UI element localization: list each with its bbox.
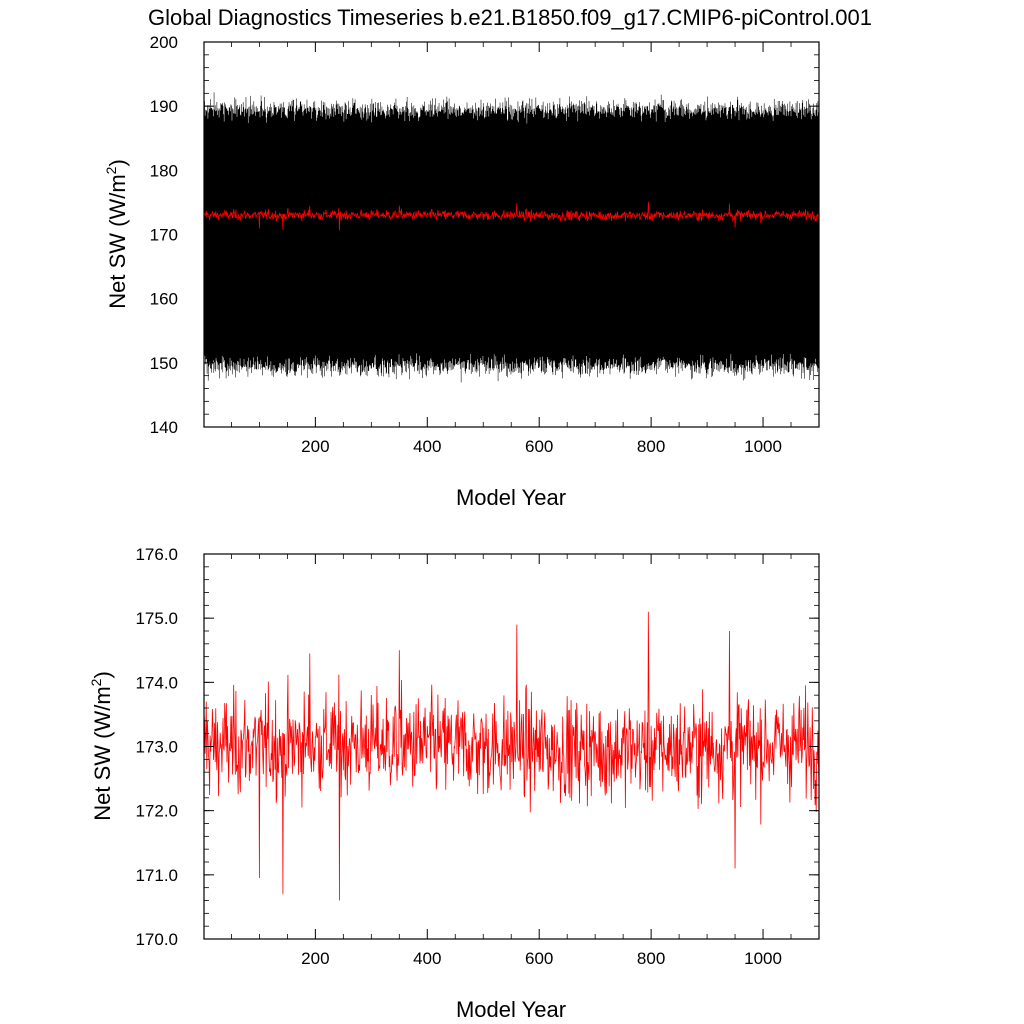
- top-plot-area: [204, 92, 819, 383]
- bottom-y-tick-label: 170.0: [135, 930, 178, 949]
- chart-title: Global Diagnostics Timeseries b.e21.B185…: [148, 5, 872, 30]
- bottom-y-tick-label: 172.0: [135, 802, 178, 821]
- bottom-y-tick-label: 174.0: [135, 673, 178, 692]
- bottom-x-tick-label: 200: [301, 949, 329, 968]
- bottom-y-tick-label: 171.0: [135, 866, 178, 885]
- bottom-y-label-main: Net SW (W/m: [90, 686, 115, 820]
- bottom-x-tick-label: 600: [525, 949, 553, 968]
- bottom-y-axis-label: Net SW (W/m2): [88, 671, 115, 821]
- bottom-x-tick-label: 400: [413, 949, 441, 968]
- top-y-tick-label: 160: [150, 290, 178, 309]
- top-y-tick-label: 140: [150, 418, 178, 437]
- bottom-y-tick-label: 173.0: [135, 738, 178, 757]
- bottom-series-annual-line: [204, 611, 819, 901]
- top-y-tick-label: 150: [150, 354, 178, 373]
- top-x-tick-label: 400: [413, 437, 441, 456]
- top-series-monthly-line: [204, 92, 819, 383]
- bottom-x-axis-label: Model Year: [456, 997, 566, 1022]
- top-panel: 200 400 600 800 1000 140 150 160 170 180 190 200 Mo…: [103, 33, 820, 510]
- top-series-group: [204, 92, 819, 383]
- bottom-x-tick-label: 1000: [744, 949, 782, 968]
- top-x-tick-label: 800: [637, 437, 665, 456]
- top-x-tick-label: 600: [525, 437, 553, 456]
- top-y-label-sup: 2: [103, 166, 119, 174]
- top-ticks: 200 400 600 800 1000 140 150 160 170 180 190 200: [150, 33, 819, 456]
- bottom-y-tick-label: 175.0: [135, 609, 178, 628]
- top-series-annual-line: [204, 201, 819, 231]
- bottom-y-label-sup: 2: [88, 678, 104, 686]
- bottom-y-label-close: ): [90, 671, 115, 678]
- bottom-series-group: [204, 611, 819, 901]
- top-y-axis-label: Net SW (W/m2): [103, 159, 130, 309]
- bottom-y-tick-label: 176.0: [135, 545, 178, 564]
- top-x-tick-label: 200: [301, 437, 329, 456]
- bottom-x-tick-label: 800: [637, 949, 665, 968]
- top-y-label-main: Net SW (W/m: [105, 174, 130, 308]
- bottom-ticks: 200 400 600 800 1000 170.0 171.0 172.0 173.0 174.…: [135, 545, 819, 968]
- top-x-axis-label: Model Year: [456, 485, 566, 510]
- top-y-tick-label: 190: [150, 97, 178, 116]
- bottom-plot-area: [204, 611, 819, 901]
- top-y-tick-label: 170: [150, 226, 178, 245]
- top-x-tick-label: 1000: [744, 437, 782, 456]
- top-y-tick-label: 180: [150, 161, 178, 180]
- top-y-label-close: ): [105, 159, 130, 166]
- bottom-panel: 200 400 600 800 1000 170.0 171.0 172.0 173.0 174.…: [88, 545, 820, 1022]
- top-y-tick-label: 200: [150, 33, 178, 52]
